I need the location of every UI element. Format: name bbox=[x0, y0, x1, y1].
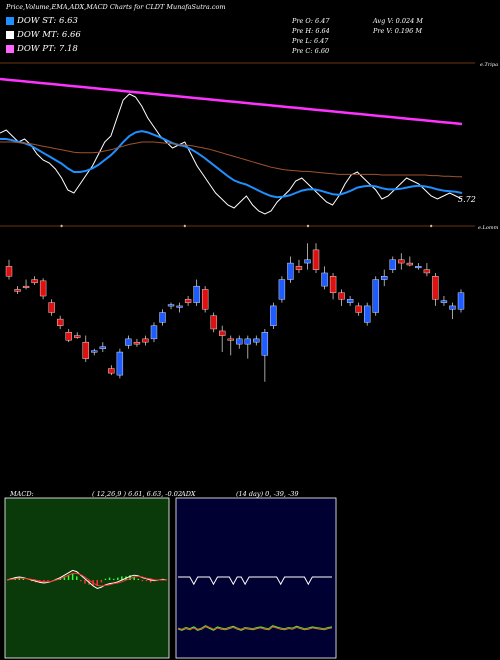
ema-lines bbox=[0, 77, 463, 228]
legend-label-pt: DOW PT: 7.18 bbox=[17, 44, 78, 54]
candle-body bbox=[108, 368, 115, 374]
candle-body bbox=[116, 351, 124, 376]
legend-item-st: DOW ST: 6.63 bbox=[6, 16, 78, 26]
candle-body bbox=[65, 332, 72, 341]
candle-body bbox=[159, 312, 166, 323]
candle-body bbox=[14, 289, 21, 292]
legend-swatch-mt bbox=[6, 31, 14, 39]
macd-lines bbox=[6, 569, 168, 589]
stat-low: Pre L: 6.47 bbox=[292, 37, 329, 45]
candle-body bbox=[364, 305, 371, 323]
legend-item-mt: DOW MT: 6.66 bbox=[6, 30, 81, 40]
adx-panel bbox=[175, 497, 337, 659]
candle-body bbox=[219, 330, 226, 336]
candle-body bbox=[227, 338, 234, 341]
candle-body bbox=[355, 305, 362, 313]
candle-body bbox=[312, 249, 320, 270]
candle-body bbox=[270, 305, 277, 326]
candle-body bbox=[432, 276, 439, 300]
ema-value-label: 5.72 bbox=[458, 195, 476, 204]
candle-body bbox=[201, 289, 209, 310]
candle-body bbox=[398, 259, 405, 264]
ema-series-line-2 bbox=[0, 141, 462, 178]
macd-params: ( 12,26,9 ) 6.61, 6.63, -0.02 bbox=[92, 490, 182, 498]
price-panel bbox=[5, 243, 465, 382]
candle-body bbox=[22, 285, 30, 288]
candle-body bbox=[142, 338, 149, 343]
candle-body bbox=[210, 315, 217, 330]
adx-params: (14 day) 0, -39, -39 bbox=[236, 490, 299, 498]
candle-body bbox=[39, 280, 47, 297]
ema-series-line-3 bbox=[0, 77, 463, 126]
candle-body bbox=[184, 299, 192, 303]
candle-body bbox=[56, 318, 64, 326]
candle-body bbox=[440, 300, 448, 303]
candle-body bbox=[423, 269, 431, 274]
adx-lines bbox=[177, 576, 333, 631]
candle-body bbox=[236, 338, 243, 345]
candle-body bbox=[176, 305, 183, 308]
candle-body bbox=[346, 299, 354, 303]
macd-series-line-1 bbox=[6, 572, 167, 587]
candle-body bbox=[253, 338, 260, 343]
adx-frame bbox=[175, 497, 337, 659]
stat-prev-volume: Pre V: 0.196 M bbox=[373, 27, 423, 35]
candle-body bbox=[74, 335, 81, 338]
candle-body bbox=[389, 259, 396, 270]
candle-body bbox=[193, 285, 200, 303]
candle-body bbox=[244, 338, 251, 345]
candle-body bbox=[167, 304, 175, 307]
candle-body bbox=[321, 272, 328, 287]
candle-body bbox=[125, 338, 132, 346]
candle-body bbox=[31, 279, 38, 284]
legend-swatch-pt bbox=[6, 45, 14, 53]
legend-swatch-st bbox=[6, 17, 14, 25]
stat-close: Pre C: 6.60 bbox=[292, 47, 330, 55]
candle-body bbox=[329, 276, 337, 293]
adx-label: ADX bbox=[181, 490, 196, 498]
candle-body bbox=[5, 266, 13, 277]
candle-body bbox=[82, 341, 89, 359]
candle-body bbox=[278, 279, 286, 300]
page-title: Price,Volume,EMA,ADX,MACD Charts for CLD… bbox=[6, 3, 226, 11]
stat-avg-volume: Avg V: 0.024 M bbox=[373, 17, 423, 25]
candle-body bbox=[133, 341, 141, 345]
candle-body bbox=[406, 262, 414, 266]
bottom-axis-label: e.Lomm bbox=[478, 225, 499, 231]
ema-panel: e.Tripa 5.72 e.Lomm bbox=[0, 62, 499, 231]
legend-label-st: DOW ST: 6.63 bbox=[17, 16, 78, 26]
stat-high: Pre H: 6.64 bbox=[292, 27, 330, 35]
ema-series-line-1 bbox=[0, 130, 463, 199]
candle-body bbox=[415, 266, 422, 269]
macd-label: MACD: bbox=[10, 490, 34, 498]
candle-body bbox=[381, 276, 388, 280]
candle-body bbox=[295, 266, 303, 270]
legend-item-pt: DOW PT: 7.18 bbox=[6, 44, 78, 54]
candle-body bbox=[338, 292, 345, 300]
adx-series-line-2 bbox=[177, 626, 332, 630]
candle-body bbox=[304, 259, 311, 264]
top-axis-label: e.Tripa bbox=[480, 62, 498, 68]
adx-series-line-0 bbox=[178, 576, 332, 586]
macd-panel bbox=[4, 497, 170, 659]
ema-series-line-0 bbox=[0, 93, 463, 215]
candle-body bbox=[99, 346, 106, 349]
candle-body bbox=[48, 302, 55, 313]
candle-body bbox=[287, 262, 294, 280]
candle-body bbox=[91, 350, 98, 353]
candle-body bbox=[457, 292, 465, 310]
stat-open: Pre O: 6.47 bbox=[292, 17, 330, 25]
candle-body bbox=[150, 325, 158, 340]
candle-body bbox=[261, 332, 269, 356]
candle-body bbox=[372, 279, 379, 313]
candle-body bbox=[449, 305, 456, 310]
legend-label-mt: DOW MT: 6.66 bbox=[17, 30, 81, 40]
